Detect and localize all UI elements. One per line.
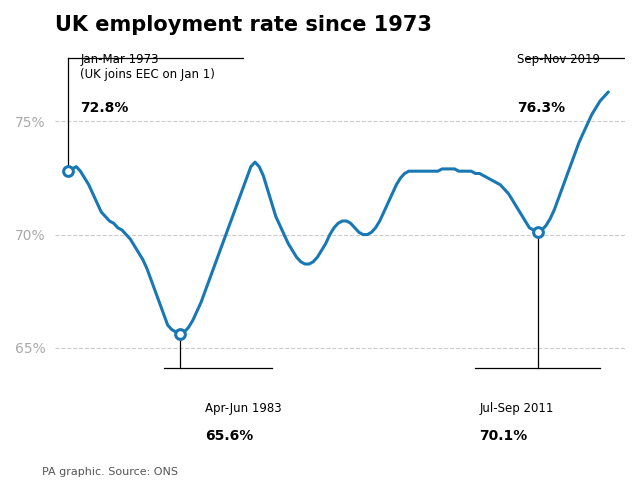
Text: Sep-Nov 2019: Sep-Nov 2019 (517, 54, 600, 67)
Text: Jul-Sep 2011: Jul-Sep 2011 (479, 402, 554, 415)
Text: Jan-Mar 1973
(UK joins EEC on Jan 1): Jan-Mar 1973 (UK joins EEC on Jan 1) (81, 54, 215, 81)
Text: PA graphic. Source: ONS: PA graphic. Source: ONS (42, 467, 178, 477)
Text: 65.6%: 65.6% (205, 429, 253, 443)
Text: Apr-Jun 1983: Apr-Jun 1983 (205, 402, 282, 415)
Text: UK employment rate since 1973: UK employment rate since 1973 (56, 15, 433, 35)
Text: 70.1%: 70.1% (479, 429, 528, 443)
Text: 76.3%: 76.3% (517, 101, 565, 115)
Text: 72.8%: 72.8% (81, 101, 129, 115)
